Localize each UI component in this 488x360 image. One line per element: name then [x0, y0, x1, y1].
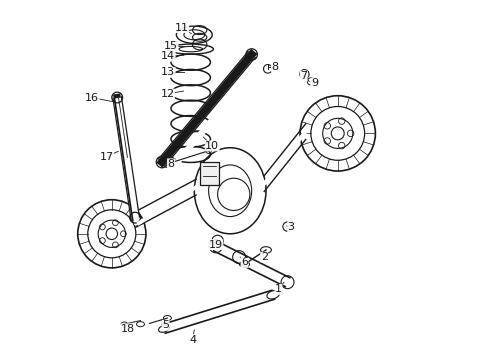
Text: 7: 7	[300, 71, 306, 81]
Text: 1: 1	[275, 284, 282, 294]
Text: 8: 8	[167, 159, 174, 169]
Text: 2: 2	[260, 252, 267, 262]
Text: 8: 8	[271, 62, 278, 72]
Text: 15: 15	[163, 41, 178, 50]
Text: 10: 10	[205, 141, 219, 151]
Text: 5: 5	[162, 320, 169, 330]
Text: 11: 11	[174, 23, 188, 33]
Text: 17: 17	[99, 152, 113, 162]
Text: 3: 3	[287, 222, 294, 231]
Text: 18: 18	[121, 324, 135, 334]
Text: 6: 6	[241, 257, 247, 267]
Text: 16: 16	[85, 93, 99, 103]
Polygon shape	[199, 162, 219, 185]
Text: 19: 19	[208, 239, 223, 249]
Text: 4: 4	[188, 334, 196, 345]
Text: 9: 9	[310, 78, 317, 88]
Text: 14: 14	[161, 51, 175, 61]
Text: 12: 12	[160, 89, 174, 99]
Text: 13: 13	[161, 67, 175, 77]
